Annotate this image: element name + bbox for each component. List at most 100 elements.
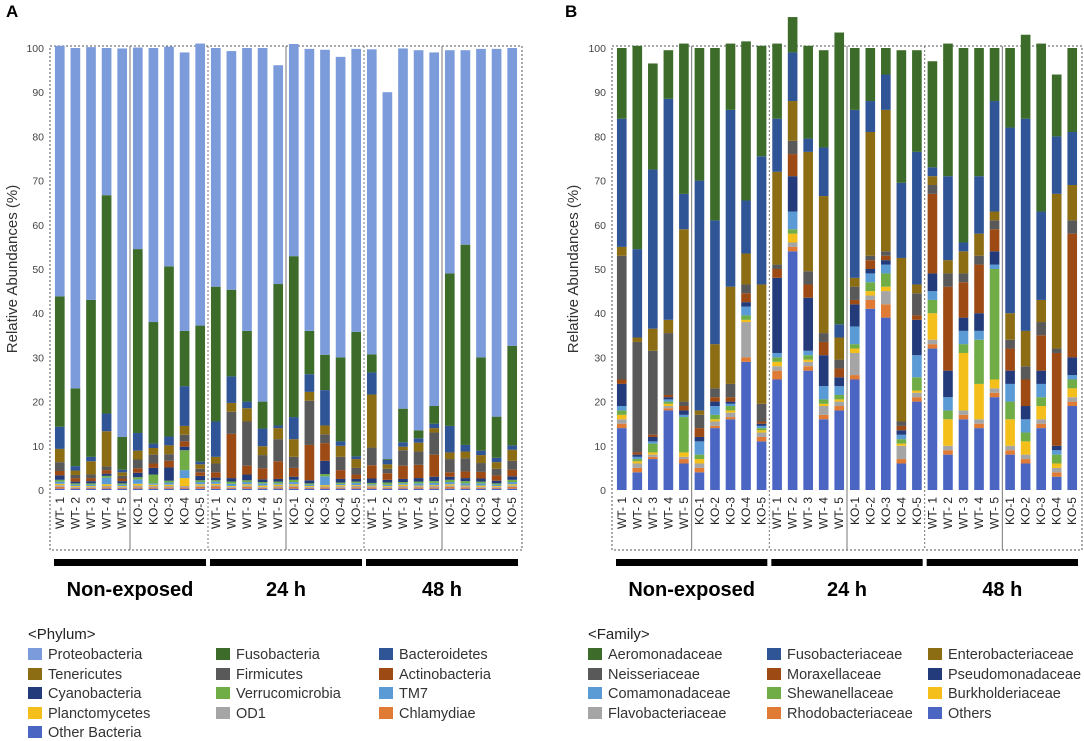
bar-segment-b-12-0	[803, 370, 813, 490]
bar-segment-a-27-2	[476, 486, 486, 488]
bar-segment-a-28-10	[491, 457, 502, 463]
bar-segment-a-14-1	[273, 487, 284, 489]
bar-segment-a-25-2	[444, 485, 455, 487]
x-tick-label: KO-2	[1019, 497, 1033, 525]
x-tick-label: KO-1	[131, 497, 145, 525]
legend-a-item: Actinobacteria	[379, 667, 491, 683]
bar-segment-a-9-4	[195, 482, 206, 485]
figure-canvas: Relative Abundances (%) 0 10 20 30 40 50 60 70 80…	[4, 17, 1083, 601]
bar-segment-a-5-12	[132, 47, 143, 250]
x-tick-label: WT- 4	[661, 497, 675, 529]
bar-segment-b-2-3	[648, 452, 658, 455]
bar-segment-b-10-0	[772, 379, 782, 490]
bar-segment-a-25-4	[444, 482, 455, 485]
legend-a-label: Bacteroidetes	[399, 647, 488, 663]
y-tick-label: 20	[32, 397, 44, 409]
bar-segment-b-18-1	[896, 459, 907, 464]
bar-segment-a-27-5	[476, 481, 486, 484]
bar-segment-b-28-4	[1051, 454, 1062, 464]
bar-segment-b-22-0	[958, 419, 969, 490]
bar-segment-a-28-6	[491, 480, 502, 484]
bar-segment-a-13-5	[257, 482, 268, 484]
bar-segment-a-14-0	[273, 488, 284, 490]
bar-segment-b-17-11	[881, 48, 891, 75]
bar-segment-b-16-3	[865, 291, 876, 296]
bar-segment-a-11-4	[226, 483, 237, 487]
x-tick-label: WT- 1	[925, 497, 939, 529]
bar-segment-b-3-6	[663, 397, 674, 400]
bar-segment-a-19-10	[351, 456, 362, 460]
bar-segment-a-24-6	[429, 476, 440, 482]
x-tick-label: WT- 3	[646, 497, 660, 529]
bar-segment-a-16-5	[304, 483, 315, 485]
bar-segment-a-3-4	[101, 477, 112, 485]
bar-segment-a-26-0	[460, 488, 471, 490]
bar-segment-b-25-1	[1005, 450, 1015, 455]
bar-segment-b-29-5	[1067, 375, 1078, 380]
bar-segment-b-28-5	[1051, 450, 1062, 455]
bar-segment-b-5-3	[694, 459, 705, 464]
bar-segment-a-12-7	[242, 465, 252, 475]
bar-segment-a-15-4	[288, 482, 299, 485]
bar-segment-b-3-7	[663, 394, 674, 398]
y-tick-label: 30	[594, 352, 606, 364]
bar-segment-a-12-3	[242, 484, 252, 486]
bar-segment-a-9-11	[195, 325, 206, 462]
legend-a-swatch	[379, 706, 393, 719]
bar-segment-b-8-5	[741, 306, 751, 316]
x-tick-label: KO-5	[755, 497, 769, 525]
bar-segment-a-5-10	[132, 432, 143, 451]
y-tick-label: 20	[594, 397, 606, 409]
bar-segment-a-12-11	[242, 330, 252, 402]
x-tick-label: KO-5	[193, 497, 207, 525]
bar-segment-a-0-0	[54, 488, 65, 490]
bar-segment-b-16-7	[865, 260, 876, 269]
legend-a-label: Cyanobacteria	[48, 686, 142, 702]
bar-segment-a-16-2	[304, 486, 315, 488]
bar-segment-b-17-1	[881, 304, 891, 318]
legend-a-label: Chlamydiae	[399, 705, 476, 722]
bar-segment-b-7-5	[725, 403, 736, 407]
bar-segment-a-16-1	[304, 487, 315, 489]
bar-segment-b-10-8	[772, 264, 782, 269]
legend-a-label: Tenericutes	[48, 666, 123, 683]
bar-segment-b-0-2	[616, 419, 627, 424]
x-tick-label: WT- 3	[84, 497, 98, 529]
x-tick-label: KO-4	[1050, 497, 1064, 525]
bar-segment-b-24-5	[989, 264, 1000, 269]
bar-segment-b-10-10	[772, 118, 782, 172]
bar-segment-b-7-11	[725, 43, 736, 110]
bar-segment-b-16-4	[865, 282, 876, 292]
bar-segment-a-11-3	[226, 486, 237, 487]
legend-a-label: TM7	[399, 686, 428, 702]
bar-segment-a-20-10	[366, 372, 377, 395]
legend-a-swatch	[28, 706, 42, 719]
bar-segment-b-28-10	[1051, 136, 1062, 194]
bar-segment-b-11-7	[787, 154, 798, 177]
bar-segment-b-25-9	[1005, 313, 1015, 340]
bar-segment-a-2-4	[86, 484, 96, 487]
bar-segment-a-1-11	[70, 388, 81, 467]
x-tick-label: WT- 5	[427, 497, 441, 529]
bar-segment-a-10-12	[210, 48, 221, 287]
legend-a-item: Cyanobacteria	[28, 686, 142, 702]
x-tick-label: KO-3	[318, 497, 332, 525]
bar-segment-a-22-9	[398, 446, 408, 451]
bar-segment-a-10-11	[210, 286, 221, 422]
bar-segment-a-14-2	[273, 486, 284, 488]
bar-segment-a-29-1	[507, 486, 518, 489]
bar-segment-a-14-7	[273, 461, 284, 479]
bar-segment-a-22-5	[398, 482, 408, 484]
x-tick-label: WT- 4	[972, 497, 986, 529]
bar-segment-b-27-9	[1036, 299, 1046, 323]
bar-segment-a-11-2	[226, 486, 237, 488]
bar-segment-a-22-11	[398, 408, 408, 443]
bar-segment-a-19-6	[351, 478, 362, 482]
bar-segment-a-17-4	[320, 476, 330, 486]
bar-segment-a-17-9	[320, 425, 330, 435]
bar-segment-a-7-12	[164, 46, 174, 267]
bar-segment-a-8-6	[179, 446, 190, 451]
bar-segment-a-2-10	[86, 456, 96, 462]
bar-segment-b-28-6	[1051, 445, 1062, 451]
bar-segment-a-28-9	[491, 462, 502, 469]
